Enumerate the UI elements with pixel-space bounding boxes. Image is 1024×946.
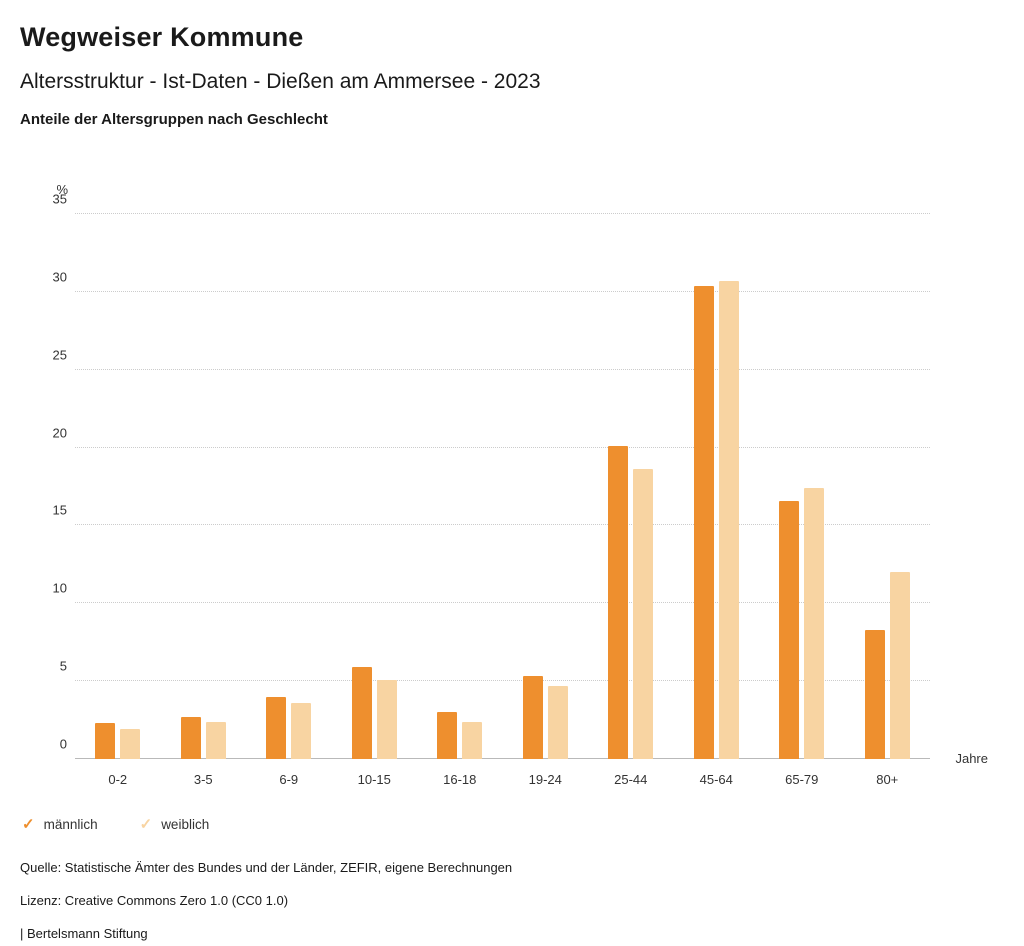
- legend-item-männlich[interactable]: ✓ männlich: [22, 817, 98, 832]
- y-tick-label-5: 5: [59, 658, 67, 674]
- bar-weiblich-65-79[interactable]: [804, 488, 825, 759]
- legend-label: männlich: [43, 817, 98, 832]
- x-axis-labels: 0-2 3-5 6-9 10-15 16-18 19-24 25-44 45-64 65-79 8…: [75, 759, 930, 787]
- legend-item-weiblich[interactable]: ✓ weiblich: [140, 817, 210, 832]
- y-tick-label-25: 25: [52, 347, 67, 363]
- page-title: Wegweiser Kommune: [20, 22, 304, 52]
- bar-männlich-25-44[interactable]: [608, 446, 629, 759]
- bar-group-45-64: [674, 214, 760, 759]
- bar-männlich-0-2[interactable]: [95, 723, 116, 759]
- bar-group-65-79: [759, 214, 845, 759]
- bar-weiblich-10-15[interactable]: [376, 679, 397, 759]
- x-tick-label-6-9: 6-9: [279, 772, 299, 787]
- x-axis-unit-label: Jahre: [955, 751, 988, 766]
- x-tick-label-25-44: 25-44: [614, 772, 648, 787]
- bar-weiblich-25-44[interactable]: [633, 469, 654, 759]
- bar-weiblich-6-9[interactable]: [291, 702, 312, 759]
- bar-group-10-15: [332, 214, 418, 759]
- y-axis-unit-label: %: [56, 182, 68, 197]
- chart-subtitle: Altersstruktur - Ist-Daten - Dießen am A…: [20, 70, 541, 93]
- bar-männlich-45-64[interactable]: [693, 285, 714, 759]
- bar-group-3-5: [161, 214, 247, 759]
- gridline-35: [75, 213, 930, 214]
- chart-legend: ✓ männlich ✓ weiblich: [22, 817, 1004, 832]
- y-tick-label-15: 15: [52, 502, 67, 518]
- bar-männlich-6-9[interactable]: [266, 696, 287, 759]
- legend-check-icon: ✓: [22, 816, 35, 833]
- bar-group-0-2: [75, 214, 161, 759]
- bar-männlich-65-79[interactable]: [779, 500, 800, 759]
- gridline-5: [75, 680, 930, 682]
- legend-check-icon: ✓: [139, 816, 153, 833]
- x-tick-label-19-24: 19-24: [528, 772, 562, 787]
- legend-label: weiblich: [161, 817, 210, 832]
- x-tick-label-80+: 80+: [876, 772, 899, 787]
- bar-weiblich-45-64[interactable]: [718, 280, 739, 759]
- bar-männlich-3-5[interactable]: [180, 716, 201, 759]
- x-tick-label-0-2: 0-2: [108, 772, 128, 787]
- x-tick-label-45-64: 45-64: [699, 772, 733, 787]
- footer: Quelle: Statistische Ämter des Bundes un…: [20, 860, 1004, 941]
- plot-area: Jahre 0 5 10 15 20 25 30 35: [53, 192, 988, 767]
- gridline-15: [75, 524, 930, 526]
- bar-weiblich-16-18[interactable]: [462, 721, 483, 759]
- bar-männlich-16-18[interactable]: [437, 712, 458, 759]
- gridline-30: [75, 290, 930, 292]
- x-tick-label-10-15: 10-15: [357, 772, 391, 787]
- brand-note: | Bertelsmann Stiftung: [20, 926, 148, 941]
- bar-group-25-44: [588, 214, 674, 759]
- gridline-10: [75, 602, 930, 604]
- y-tick-label-0: 0: [59, 736, 67, 752]
- bar-group-19-24: [503, 214, 589, 759]
- x-tick-label-16-18: 16-18: [443, 772, 477, 787]
- bar-weiblich-3-5[interactable]: [205, 721, 226, 759]
- license-note: Lizenz: Creative Commons Zero 1.0 (CC0 1…: [20, 893, 289, 908]
- y-tick-label-20: 20: [52, 425, 67, 441]
- bar-groups: [75, 214, 930, 759]
- y-tick-label-10: 10: [52, 580, 67, 596]
- bar-männlich-10-15[interactable]: [351, 667, 372, 759]
- bar-männlich-19-24[interactable]: [522, 676, 543, 759]
- gridline-25: [75, 368, 930, 370]
- bar-group-80+: [845, 214, 931, 759]
- bar-weiblich-0-2[interactable]: [120, 729, 141, 759]
- age-structure-chart: % Jahre 0 5 10 15 20 25 30 35 0-2 3-5 6-9 10-15 16-…: [20, 182, 1004, 832]
- x-tick-label-3-5: 3-5: [193, 772, 213, 787]
- bar-group-16-18: [417, 214, 503, 759]
- bar-group-6-9: [246, 214, 332, 759]
- chart-caption: Anteile der Altersgruppen nach Geschlech…: [20, 111, 328, 128]
- y-tick-label-30: 30: [52, 269, 67, 285]
- bar-weiblich-19-24[interactable]: [547, 685, 568, 759]
- gridline-0: [75, 758, 930, 759]
- bar-männlich-80+[interactable]: [864, 629, 885, 759]
- source-note: Quelle: Statistische Ämter des Bundes un…: [20, 860, 513, 875]
- bar-weiblich-80+[interactable]: [889, 572, 910, 759]
- gridline-20: [75, 446, 930, 448]
- x-tick-label-65-79: 65-79: [785, 772, 819, 787]
- y-tick-label-35: 35: [52, 191, 67, 207]
